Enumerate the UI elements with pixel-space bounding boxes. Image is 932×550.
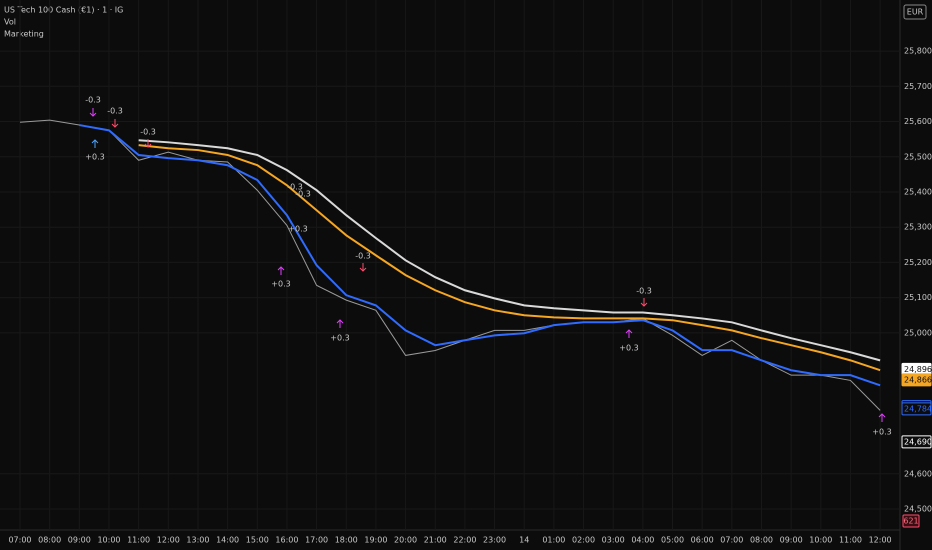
x-tick-label: 12:00 bbox=[157, 536, 180, 545]
price-tag-box bbox=[901, 435, 932, 449]
x-tick-label: 22:00 bbox=[453, 536, 476, 545]
x-tick-label: 19:00 bbox=[364, 536, 387, 545]
signal-label: -0.3 bbox=[287, 183, 303, 192]
signal-label: -0.3 bbox=[295, 190, 311, 199]
x-tick-label: 06:00 bbox=[691, 536, 714, 545]
volume-tag-box bbox=[902, 514, 920, 528]
y-tick-label: 25,400.0 bbox=[904, 187, 932, 196]
x-tick-label: 08:00 bbox=[38, 536, 61, 545]
price-tag: 24,690.6 bbox=[904, 437, 932, 446]
signal-arrow bbox=[277, 266, 285, 275]
x-tick-label: 10:00 bbox=[809, 536, 832, 545]
signal-arrow bbox=[640, 298, 648, 307]
x-tick-label: 23:00 bbox=[483, 536, 506, 545]
currency-box[interactable] bbox=[903, 4, 927, 20]
signal-label: -0.3 bbox=[355, 252, 371, 261]
x-tick-label: 08:00 bbox=[750, 536, 773, 545]
series-line bbox=[138, 144, 881, 372]
x-tick-label: 13:00 bbox=[186, 536, 209, 545]
x-tick-label: 20:00 bbox=[394, 536, 417, 545]
y-tick-label: 25,600.0 bbox=[904, 117, 932, 126]
x-tick-label: 04:00 bbox=[631, 536, 654, 545]
y-tick-label: 24,600.0 bbox=[904, 469, 932, 478]
price-tag-box bbox=[901, 373, 932, 387]
signal-label: -0.3 bbox=[140, 128, 156, 137]
x-tick-label: 01:00 bbox=[542, 536, 565, 545]
x-tick-label: 17:00 bbox=[305, 536, 328, 545]
signal-label: +0.3 bbox=[872, 428, 891, 437]
y-tick-label: 25,500.0 bbox=[904, 152, 932, 161]
x-tick-label: 12:00 bbox=[869, 536, 892, 545]
signal-label: +0.3 bbox=[330, 334, 349, 343]
x-tick-label: 14:00 bbox=[216, 536, 239, 545]
x-tick-label: 10:00 bbox=[97, 536, 120, 545]
x-tick-label: 07:00 bbox=[8, 536, 31, 545]
price-tag: 24,866.7 bbox=[904, 375, 932, 384]
x-tick-label: 02:00 bbox=[572, 536, 595, 545]
x-tick-label: 03:00 bbox=[602, 536, 625, 545]
signal-arrow bbox=[89, 108, 97, 117]
indicator-label: Marketing bbox=[4, 30, 44, 39]
signal-label: -0.3 bbox=[85, 96, 101, 105]
y-tick-label: 25,700.0 bbox=[904, 82, 932, 91]
y-tick-label: 25,100.0 bbox=[904, 293, 932, 302]
signal-arrow bbox=[91, 139, 99, 148]
signal-arrow bbox=[625, 329, 633, 338]
series-line bbox=[138, 139, 881, 362]
x-tick-label: 07:00 bbox=[720, 536, 743, 545]
symbol-title: US Tech 100 Cash (€1) · 1 · IG bbox=[4, 6, 123, 15]
currency[interactable]: EUR bbox=[907, 8, 924, 17]
x-tick-label: 21:00 bbox=[424, 536, 447, 545]
signal-label: +0.3 bbox=[619, 344, 638, 353]
volume-tag: 621 bbox=[903, 517, 918, 526]
x-tick-label: 16:00 bbox=[275, 536, 298, 545]
indicator-label: Vol bbox=[4, 18, 16, 27]
signal-arrow bbox=[336, 319, 344, 328]
signal-label: +0.3 bbox=[85, 153, 104, 162]
x-tick-label: 11:00 bbox=[127, 536, 150, 545]
price-tag: 24,784.4 bbox=[904, 404, 932, 413]
x-tick-label: 14 bbox=[519, 536, 529, 545]
x-tick-label: 11:00 bbox=[839, 536, 862, 545]
x-tick-label: 09:00 bbox=[68, 536, 91, 545]
signal-arrow bbox=[878, 413, 886, 422]
signal-arrow bbox=[359, 263, 367, 272]
series-line bbox=[19, 119, 881, 411]
signal-annotations: -0.3 -0.3 +0.3 -0.3 -0.3 -0.3 +0.3 +0.3 … bbox=[85, 96, 892, 437]
signal-label: +0.3 bbox=[288, 225, 307, 234]
price-tag: 24,896.3 bbox=[904, 365, 932, 374]
y-tick-label: 24,500.0 bbox=[904, 505, 932, 514]
signal-label: -0.3 bbox=[636, 287, 652, 296]
y-tick-label: 25,300.0 bbox=[904, 223, 932, 232]
signal-label: -0.3 bbox=[107, 107, 123, 116]
signal-arrow bbox=[144, 139, 152, 148]
x-tick-label: 18:00 bbox=[335, 536, 358, 545]
signal-label: +0.3 bbox=[271, 280, 290, 289]
signal-arrow bbox=[111, 119, 119, 128]
x-tick-label: 09:00 bbox=[780, 536, 803, 545]
series-line bbox=[79, 124, 881, 387]
x-tick-label: 15:00 bbox=[246, 536, 269, 545]
price-tag-box bbox=[901, 402, 932, 416]
y-tick-label: 25,200.0 bbox=[904, 258, 932, 267]
x-tick-label: 05:00 bbox=[661, 536, 684, 545]
y-tick-label: 25,800.0 bbox=[904, 47, 932, 56]
y-tick-label: 25,000.0 bbox=[904, 328, 932, 337]
